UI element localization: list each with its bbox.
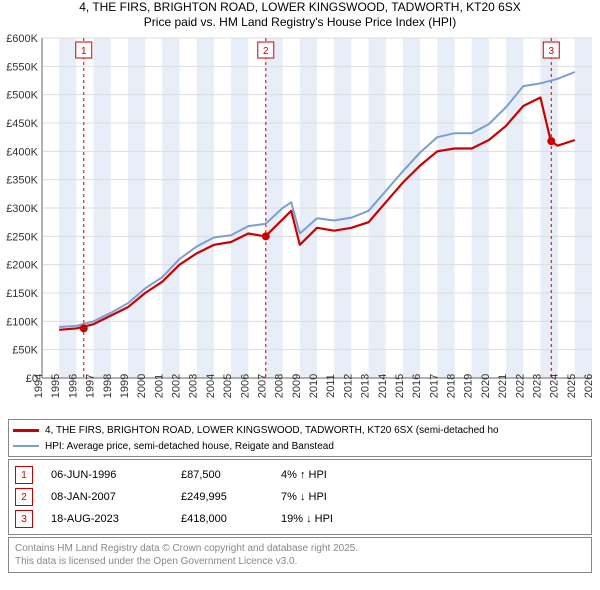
legend-label: HPI: Average price, semi-detached house,… bbox=[45, 441, 334, 452]
svg-text:2017: 2017 bbox=[428, 374, 440, 398]
svg-text:2020: 2020 bbox=[480, 374, 492, 398]
svg-text:2008: 2008 bbox=[274, 374, 286, 398]
svg-text:£200K: £200K bbox=[6, 260, 38, 272]
svg-text:2023: 2023 bbox=[531, 374, 543, 398]
sales-row: 3 18-AUG-2023£418,00019% ↓ HPI bbox=[15, 508, 585, 530]
svg-text:3: 3 bbox=[548, 46, 554, 57]
svg-text:1996: 1996 bbox=[67, 374, 79, 398]
svg-text:2014: 2014 bbox=[377, 374, 389, 398]
svg-text:2016: 2016 bbox=[411, 374, 423, 398]
sales-row: 2 08-JAN-2007£249,9957% ↓ HPI bbox=[15, 486, 585, 508]
svg-text:2024: 2024 bbox=[549, 374, 561, 398]
sale-date: 08-JAN-2007 bbox=[51, 491, 181, 503]
sale-marker-icon: 3 bbox=[15, 510, 33, 528]
svg-text:2: 2 bbox=[263, 46, 269, 57]
legend-label: 4, THE FIRS, BRIGHTON ROAD, LOWER KINGSW… bbox=[45, 425, 499, 436]
sale-date: 18-AUG-2023 bbox=[51, 513, 181, 525]
svg-text:2018: 2018 bbox=[446, 374, 458, 398]
svg-text:2012: 2012 bbox=[342, 374, 354, 398]
sale-delta: 19% ↓ HPI bbox=[281, 513, 401, 525]
svg-text:2015: 2015 bbox=[394, 374, 406, 398]
svg-text:2010: 2010 bbox=[308, 374, 320, 398]
svg-text:2025: 2025 bbox=[566, 374, 578, 398]
svg-text:2003: 2003 bbox=[188, 374, 200, 398]
svg-text:£300K: £300K bbox=[6, 203, 38, 215]
footer: Contains HM Land Registry data © Crown c… bbox=[8, 537, 592, 573]
svg-text:2005: 2005 bbox=[222, 374, 234, 398]
svg-text:£400K: £400K bbox=[6, 146, 38, 158]
svg-text:£100K: £100K bbox=[6, 316, 38, 328]
sale-price: £249,995 bbox=[181, 491, 281, 503]
sale-delta: 7% ↓ HPI bbox=[281, 491, 401, 503]
svg-text:1: 1 bbox=[81, 46, 87, 57]
svg-text:£50K: £50K bbox=[12, 345, 38, 357]
svg-text:1998: 1998 bbox=[102, 374, 114, 398]
svg-text:2004: 2004 bbox=[205, 374, 217, 398]
svg-text:1999: 1999 bbox=[119, 374, 131, 398]
chart-title: 4, THE FIRS, BRIGHTON ROAD, LOWER KINGSW… bbox=[0, 0, 600, 30]
svg-text:£350K: £350K bbox=[6, 175, 38, 187]
svg-text:2007: 2007 bbox=[256, 374, 268, 398]
sale-delta: 4% ↑ HPI bbox=[281, 469, 401, 481]
svg-text:2019: 2019 bbox=[463, 374, 475, 398]
title-line2: Price paid vs. HM Land Registry's House … bbox=[0, 15, 600, 30]
sale-marker-icon: 1 bbox=[15, 466, 33, 484]
svg-text:2013: 2013 bbox=[360, 374, 372, 398]
svg-text:1994: 1994 bbox=[33, 374, 45, 398]
chart: £0£50K£100K£150K£200K£250K£300K£350K£400… bbox=[0, 30, 600, 415]
svg-text:2000: 2000 bbox=[136, 374, 148, 398]
legend: 4, THE FIRS, BRIGHTON ROAD, LOWER KINGSW… bbox=[8, 419, 592, 457]
svg-text:2002: 2002 bbox=[171, 374, 183, 398]
svg-text:£250K: £250K bbox=[6, 231, 38, 243]
title-line1: 4, THE FIRS, BRIGHTON ROAD, LOWER KINGSW… bbox=[0, 0, 600, 15]
svg-text:2026: 2026 bbox=[583, 374, 595, 398]
sale-marker-icon: 2 bbox=[15, 488, 33, 506]
svg-text:2006: 2006 bbox=[239, 374, 251, 398]
svg-text:2022: 2022 bbox=[514, 374, 526, 398]
svg-text:£150K: £150K bbox=[6, 288, 38, 300]
legend-item: HPI: Average price, semi-detached house,… bbox=[13, 438, 587, 454]
svg-text:1997: 1997 bbox=[85, 374, 97, 398]
sales-row: 1 06-JUN-1996£87,5004% ↑ HPI bbox=[15, 464, 585, 486]
sale-date: 06-JUN-1996 bbox=[51, 469, 181, 481]
svg-text:2009: 2009 bbox=[291, 374, 303, 398]
svg-text:2011: 2011 bbox=[325, 374, 337, 398]
footer-line2: This data is licensed under the Open Gov… bbox=[15, 555, 585, 568]
footer-line1: Contains HM Land Registry data © Crown c… bbox=[15, 542, 585, 555]
svg-text:1995: 1995 bbox=[50, 374, 62, 398]
sale-price: £418,000 bbox=[181, 513, 281, 525]
legend-item: 4, THE FIRS, BRIGHTON ROAD, LOWER KINGSW… bbox=[13, 422, 587, 438]
sales-table: 1 06-JUN-1996£87,5004% ↑ HPI 2 08-JAN-2007£… bbox=[8, 459, 592, 535]
svg-text:£550K: £550K bbox=[6, 61, 38, 73]
svg-text:2001: 2001 bbox=[153, 374, 165, 398]
svg-text:£450K: £450K bbox=[6, 118, 38, 130]
legend-swatch bbox=[13, 445, 39, 447]
svg-text:£500K: £500K bbox=[6, 90, 38, 102]
sale-price: £87,500 bbox=[181, 469, 281, 481]
legend-swatch bbox=[13, 429, 39, 432]
svg-text:£600K: £600K bbox=[6, 33, 38, 45]
svg-text:2021: 2021 bbox=[497, 374, 509, 398]
